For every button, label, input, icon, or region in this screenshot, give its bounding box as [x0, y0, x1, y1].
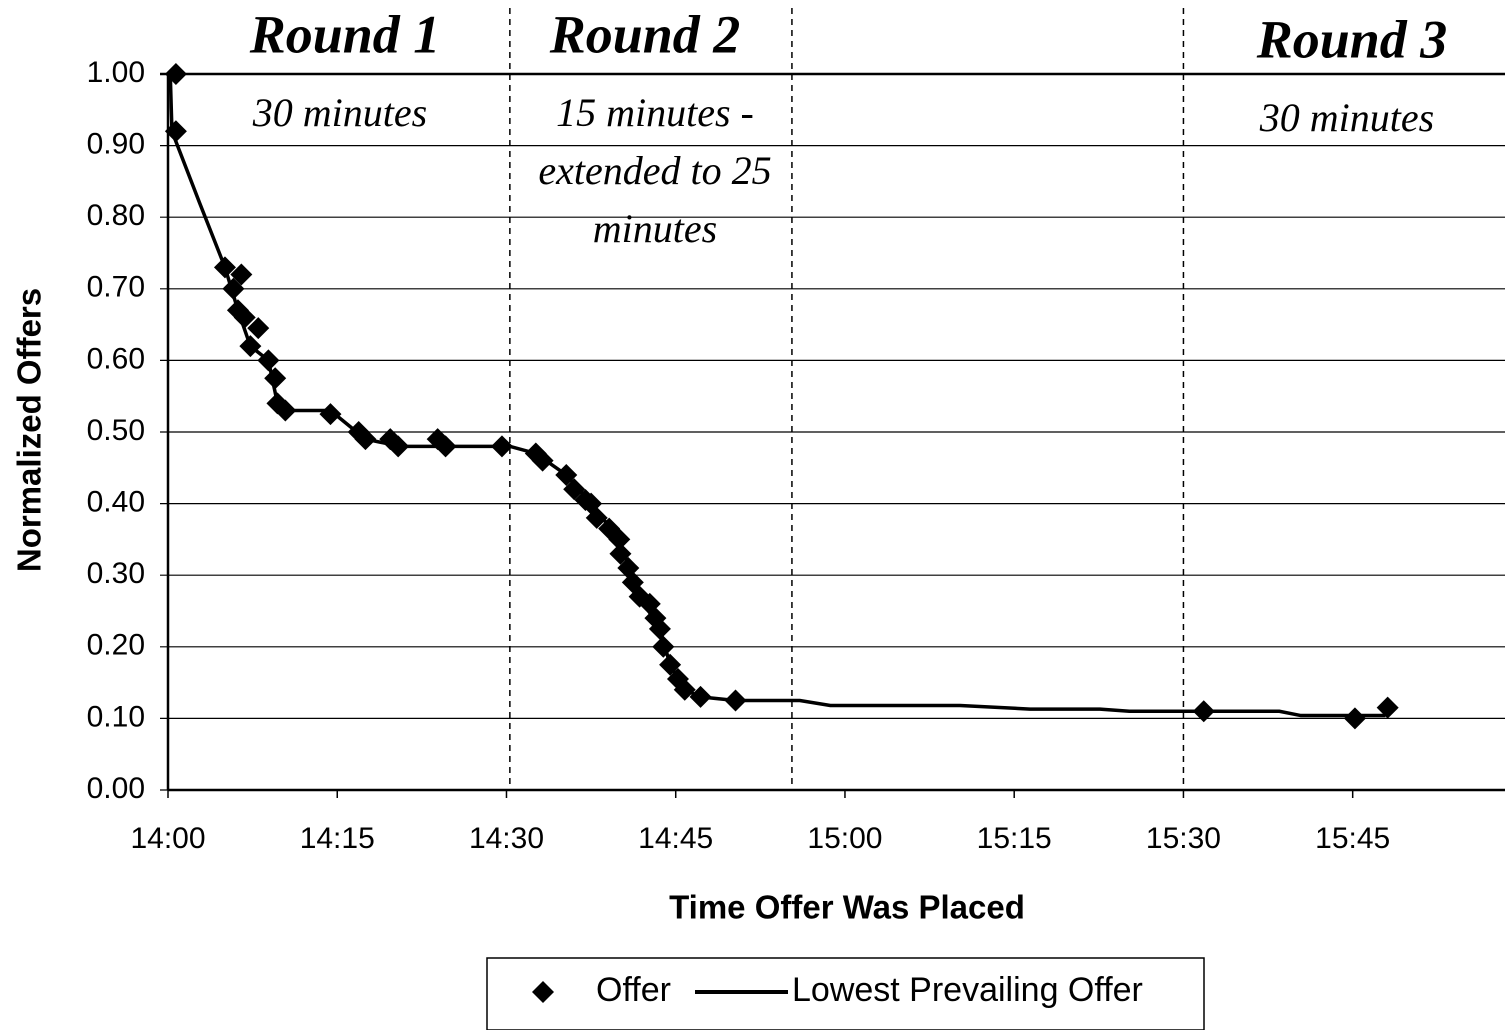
annotation: Round 3 — [1256, 9, 1448, 69]
annotation: minutes — [593, 206, 717, 251]
annotation: Round 1 — [249, 4, 441, 64]
x-tick-label: 15:45 — [1315, 822, 1390, 855]
annotation: extended to 25 — [538, 148, 771, 193]
x-axis-label: Time Offer Was Placed — [669, 889, 1025, 926]
x-tick-label: 15:30 — [1146, 822, 1221, 855]
legend-label: Offer — [596, 971, 671, 1009]
offer-point — [585, 506, 608, 529]
x-tick-label: 14:30 — [469, 822, 544, 855]
offer-point — [230, 263, 253, 286]
y-tick-label: 0.30 — [87, 557, 145, 590]
y-axis-label: Normalized Offers — [11, 288, 48, 572]
annotation: 15 minutes - — [556, 90, 754, 135]
offer-point — [319, 403, 342, 426]
y-tick-label: 0.90 — [87, 128, 145, 161]
legend-label: Lowest Prevailing Offer — [792, 971, 1143, 1009]
offer-point — [222, 277, 245, 300]
line — [168, 73, 1386, 718]
annotation: Round 2 — [549, 4, 741, 64]
y-tick-label: 0.50 — [87, 414, 145, 447]
offer-point — [1343, 707, 1366, 730]
y-tick-label: 0.10 — [87, 700, 145, 733]
x-tick-label: 15:00 — [807, 822, 882, 855]
offer-point — [247, 317, 270, 340]
x-tick-label: 14:15 — [300, 822, 375, 855]
x-tick-label: 14:00 — [130, 822, 205, 855]
legend-marker — [532, 981, 554, 1003]
annotation: 30 minutes — [1259, 95, 1434, 140]
y-tick-label: 0.80 — [87, 199, 145, 232]
y-tick-label: 0.70 — [87, 271, 145, 304]
y-tick-label: 0.60 — [87, 342, 145, 375]
x-tick-label: 15:15 — [977, 822, 1052, 855]
annotation: 30 minutes — [252, 90, 427, 135]
y-tick-label: 0.20 — [87, 629, 145, 662]
y-tick-label: 0.00 — [87, 772, 145, 805]
offer-point — [1376, 696, 1399, 719]
offer-point — [563, 478, 586, 501]
legend-box — [486, 957, 1205, 1030]
y-tick-label: 0.40 — [87, 486, 145, 519]
y-tick-label: 1.00 — [87, 56, 145, 89]
x-tick-label: 14:45 — [638, 822, 713, 855]
